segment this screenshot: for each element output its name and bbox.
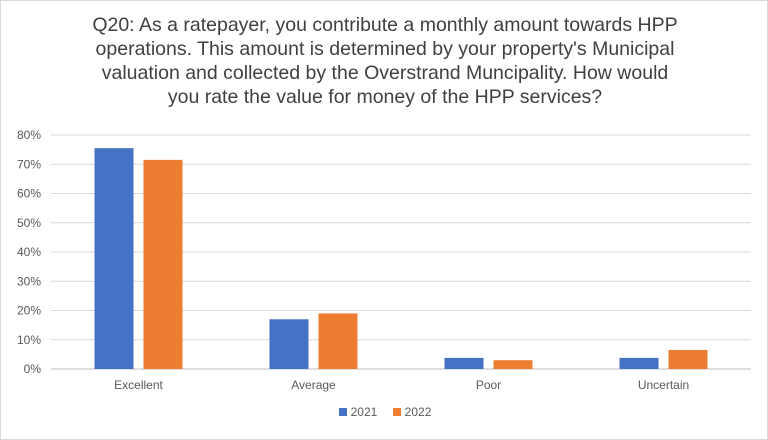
bar-poor-2022 bbox=[493, 360, 533, 369]
legend-item-2021: 2021 bbox=[338, 405, 378, 419]
bar-excellent-2022 bbox=[143, 159, 183, 369]
legend-label: 2022 bbox=[404, 405, 432, 419]
x-tick-label: Average bbox=[291, 378, 336, 392]
bar-uncertain-2022 bbox=[668, 349, 708, 369]
chart-title-line: operations. This amount is determined by… bbox=[95, 38, 675, 60]
y-tick-label: 60% bbox=[17, 187, 41, 201]
y-tick-label: 30% bbox=[17, 274, 41, 288]
legend-label: 2021 bbox=[350, 405, 378, 419]
bar-uncertain-2021 bbox=[619, 357, 659, 369]
chart-title-line: valuation and collected by the Overstran… bbox=[101, 62, 669, 84]
chart-title-line: you rate the value for money of the HPP … bbox=[167, 86, 603, 108]
bar-average-2021 bbox=[269, 319, 309, 369]
bar-poor-2021 bbox=[444, 357, 484, 369]
y-tick-label: 40% bbox=[17, 245, 41, 259]
x-axis-ticks: Excellent Average Poor Uncertain bbox=[114, 378, 689, 392]
y-tick-label: 50% bbox=[17, 216, 41, 230]
x-tick-label: Uncertain bbox=[638, 378, 689, 392]
x-tick-label: Poor bbox=[476, 378, 501, 392]
y-tick-label: 20% bbox=[17, 304, 41, 318]
y-axis-ticks: 0% 10% 20% 30% 40% 50% 60% 70% 80% bbox=[17, 128, 41, 376]
bar-series bbox=[94, 148, 708, 369]
chart-title: Q20: As a ratepayer, you contribute a mo… bbox=[41, 13, 729, 109]
y-tick-label: 0% bbox=[24, 362, 42, 376]
chart-title-line: Q20: As a ratepayer, you contribute a mo… bbox=[92, 14, 678, 36]
bar-excellent-2021 bbox=[94, 148, 134, 369]
y-tick-label: 10% bbox=[17, 333, 41, 347]
y-tick-label: 80% bbox=[17, 128, 41, 142]
y-tick-label: 70% bbox=[17, 157, 41, 171]
legend-swatch bbox=[392, 408, 401, 416]
legend-item-2022: 2022 bbox=[392, 405, 432, 419]
x-tick-label: Excellent bbox=[114, 378, 163, 392]
legend-swatch bbox=[338, 408, 347, 416]
legend: 2021 2022 bbox=[1, 405, 768, 419]
bar-average-2022 bbox=[318, 313, 358, 369]
